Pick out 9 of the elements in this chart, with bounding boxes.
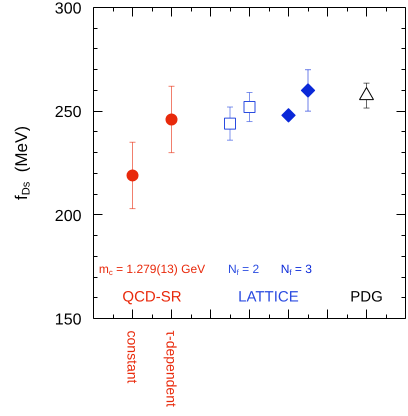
x-tick-label: τ-dependent: [164, 330, 180, 407]
annotation: PDG: [350, 288, 383, 306]
y-tick-label: 300: [54, 0, 82, 18]
annotation: LATTICE: [238, 288, 299, 306]
x-tick-label: constant: [124, 330, 140, 384]
y-tick-label: 200: [54, 208, 82, 225]
annotation: QCD-SR: [122, 288, 182, 306]
y-tick-label: 250: [54, 104, 82, 122]
y-tick-label: 150: [54, 312, 82, 328]
